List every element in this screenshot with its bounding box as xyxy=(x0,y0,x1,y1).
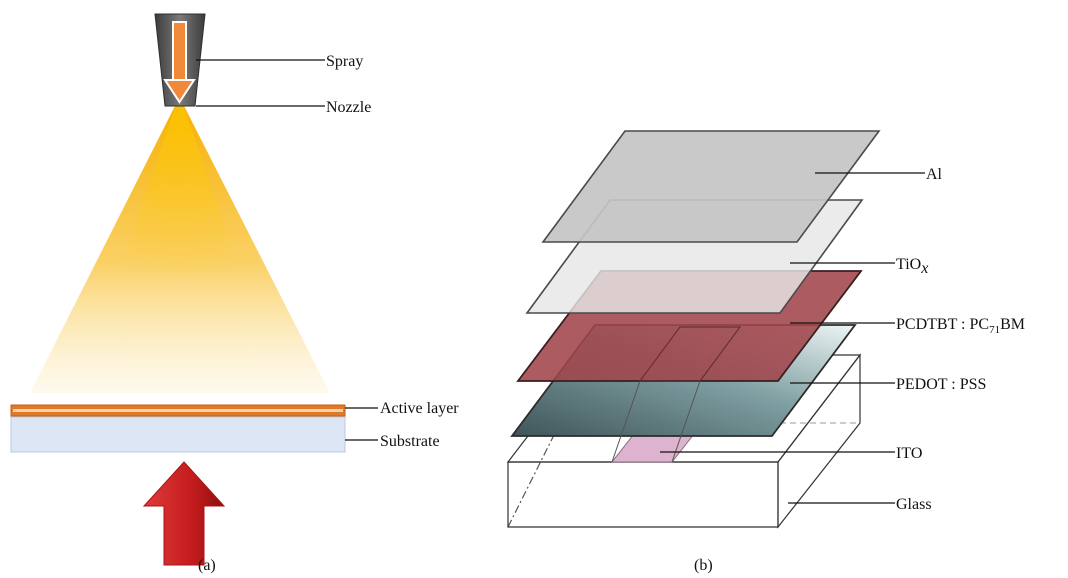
pedot-label: PEDOT : PSS xyxy=(896,376,986,393)
ito-projection-edge-left xyxy=(611,380,641,463)
ito-projection-edge-right xyxy=(671,380,701,463)
nozzle-label: Nozzle xyxy=(326,99,371,116)
ito-layer xyxy=(610,433,696,463)
spray-direction-arrow-icon xyxy=(163,21,196,104)
active-layer-label: Active layer xyxy=(380,400,459,417)
panel-a: Spray Nozzle Active layer Substrate (a) xyxy=(10,13,459,574)
active-layer-highlight xyxy=(13,409,343,412)
al-layer xyxy=(541,130,881,243)
ito-projection xyxy=(639,326,741,382)
spray-label: Spray xyxy=(326,53,363,70)
pcdtbt-label-sub: 71 xyxy=(989,324,1000,336)
pcdtbt-label: PCDTBT : PC71BM xyxy=(896,316,1025,336)
al-label: Al xyxy=(926,166,943,183)
ito-label: ITO xyxy=(896,445,922,462)
substrate-label: Substrate xyxy=(380,433,440,450)
tiox-label-sub: x xyxy=(920,260,928,277)
substrate-layer xyxy=(10,416,346,453)
tiox-label: TiOx xyxy=(896,256,928,277)
panel-b-caption: (b) xyxy=(694,557,713,574)
pcdtbt-label-main: PCDTBT : PC xyxy=(896,316,989,333)
panel-a-caption: (a) xyxy=(198,557,216,574)
spray-cone-core xyxy=(110,104,250,300)
tiox-label-main: TiO xyxy=(896,256,921,273)
panel-b: Al TiOx PCDTBT : PC71BM PEDOT : PSS ITO … xyxy=(506,130,1025,574)
pcdtbt-label-tail: BM xyxy=(1000,316,1025,333)
glass-label: Glass xyxy=(896,496,932,513)
heating-up-arrow-icon xyxy=(142,461,226,566)
